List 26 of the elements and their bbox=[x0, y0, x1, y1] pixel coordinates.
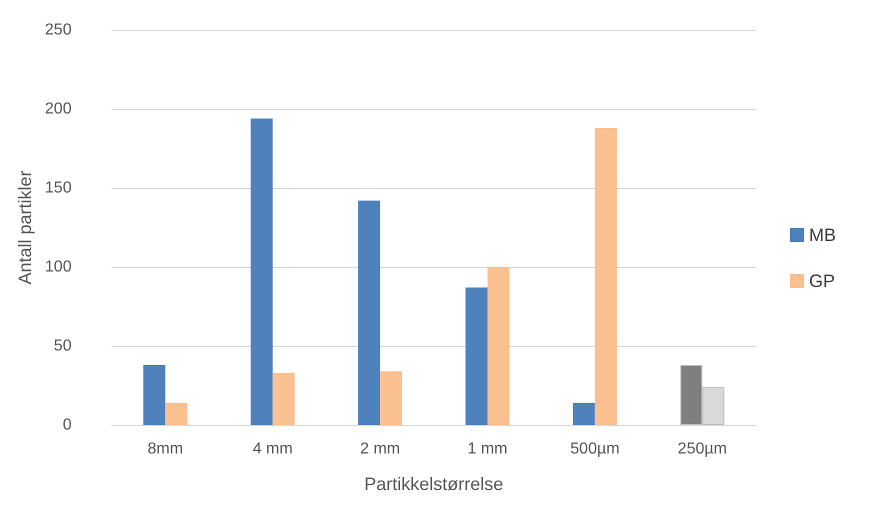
bar bbox=[488, 267, 510, 425]
bar bbox=[358, 200, 380, 425]
bar bbox=[165, 402, 188, 425]
bar bbox=[466, 288, 488, 425]
bar bbox=[250, 118, 273, 425]
x-axis-title: Partikkelstørrelse bbox=[364, 474, 504, 494]
x-tick-label: 4 mm bbox=[252, 440, 293, 458]
y-tick-label: 250 bbox=[44, 22, 72, 38]
bar bbox=[572, 402, 595, 425]
y-tick-label: 200 bbox=[44, 100, 72, 118]
x-tick-label: 2 mm bbox=[360, 440, 400, 458]
y-tick-label: 50 bbox=[54, 338, 72, 354]
x-tick-label: 500µm bbox=[570, 440, 620, 458]
x-tick-label: 1 mm bbox=[468, 440, 508, 458]
legend-label: GP bbox=[809, 271, 836, 291]
legend-label: MB bbox=[809, 225, 836, 245]
bar bbox=[594, 128, 617, 425]
bar bbox=[380, 371, 402, 425]
y-tick-label: 100 bbox=[44, 258, 72, 276]
y-tick-label: 0 bbox=[62, 416, 72, 434]
y-axis-title: Antall partikler bbox=[15, 170, 35, 285]
x-tick-label: 250µm bbox=[678, 440, 727, 458]
bar bbox=[143, 364, 166, 425]
bar bbox=[272, 372, 295, 425]
x-tick-label: 8mm bbox=[148, 440, 184, 458]
y-tick-label: 150 bbox=[44, 180, 72, 196]
